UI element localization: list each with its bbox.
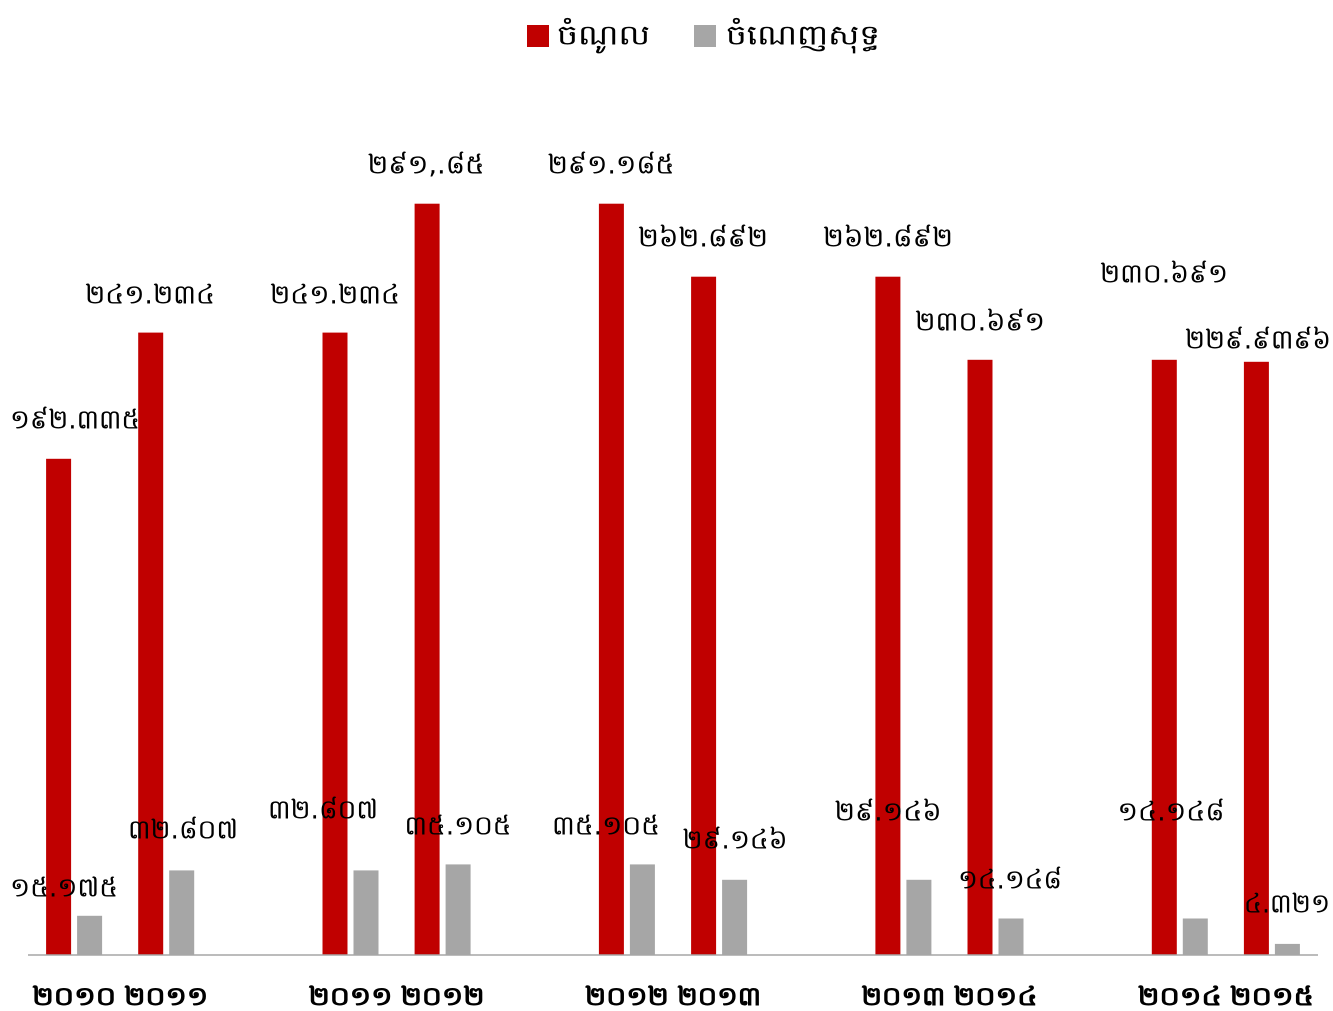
revenue-data-label-6: ២៦២.៨៩២: [638, 223, 768, 254]
net-profit-bar-10: [1274, 943, 1300, 955]
x-tick-label-3: ២០១១: [309, 982, 393, 1011]
net-profit-data-label-3: ៣២.៨០៧: [268, 795, 378, 826]
revenue-data-label-3: ២៤១.២៣៤: [270, 280, 400, 311]
revenue-bar-4: [414, 203, 440, 955]
legend-swatch-revenue: [527, 25, 549, 47]
revenue-bar-5: [598, 203, 624, 955]
net-profit-bar-2: [169, 870, 195, 955]
x-tick-label-7: ២០១៣: [861, 982, 945, 1011]
x-tick-label-2: ២០១១: [124, 982, 208, 1011]
net-profit-data-label-10: ៤.៣២១: [1244, 889, 1330, 920]
revenue-data-label-7: ២៦២.៨៩២: [823, 223, 953, 254]
net-profit-data-label-4: ៣៥.១០៥: [405, 811, 512, 842]
x-tick-label-4: ២០១២: [401, 982, 485, 1011]
revenue-bar-1: [46, 458, 72, 955]
legend-label-net-profit: ចំណេញសុទ្ធ: [726, 18, 880, 54]
net-profit-bar-7: [906, 879, 932, 955]
legend-swatch-net-profit: [694, 25, 716, 47]
x-tick-label-9: ២០១៤: [1138, 982, 1222, 1011]
net-profit-data-label-6: ២៩.១៤៦: [683, 825, 788, 856]
revenue-data-label-4: ២៩១,.៨៥: [368, 150, 485, 181]
net-profit-data-label-7: ២៩.១៤៦: [835, 797, 942, 828]
net-profit-bar-9: [1182, 918, 1208, 955]
revenue-data-label-9: ២៣០.៦៩១: [1100, 259, 1228, 290]
net-profit-data-label-8: ១៤.១៤៨: [958, 865, 1062, 896]
net-profit-bar-1: [77, 915, 103, 955]
net-profit-data-label-5: ៣៥.១០៥: [552, 811, 660, 842]
x-tick-label-5: ២០១២: [585, 982, 669, 1011]
net-profit-bar-3: [353, 870, 379, 955]
revenue-data-label-1: ១៩២.៣៣៥: [10, 405, 140, 436]
revenue-bar-10: [1243, 361, 1269, 955]
x-tick-label-1: ២០១០: [32, 982, 116, 1011]
revenue-bar-9: [1151, 359, 1177, 955]
net-profit-data-label-1: ១៥.១៧៥: [10, 873, 118, 904]
x-tick-label-10: ២០១៥: [1230, 982, 1314, 1011]
revenue-data-label-8: ២៣០.៦៩១: [915, 307, 1045, 338]
net-profit-bar-6: [722, 879, 748, 955]
revenue-bar-8: [967, 359, 993, 955]
x-tick-label-8: ២០១៤: [954, 982, 1038, 1011]
revenue-data-label-5: ២៩១.១៨៥: [548, 150, 675, 181]
legend-item-net-profit: ចំណេញសុទ្ធ: [694, 18, 880, 54]
legend-label-revenue: ចំណូល: [557, 18, 650, 54]
revenue-bar-6: [691, 276, 717, 955]
revenue-data-label-2: ២៤១.២៣៤: [85, 280, 215, 311]
revenue-data-label-10: ២២៩.៩៣៩៦: [1185, 325, 1331, 356]
legend-item-revenue: ចំណូល: [527, 18, 650, 54]
data-labels: ១៩២.៣៣៥ ២៤១.២៣៤ ២៤១.២៣៤ ២៩១,.៨៥ ២៩១.១៨៥២៦២.៨…: [10, 150, 1331, 920]
net-profit-data-label-2: ៣២.៨០៧: [128, 815, 238, 846]
x-tick-label-6: ២០១៣: [677, 982, 761, 1011]
revenue-bar-3: [322, 332, 348, 956]
bar-series: [46, 203, 1300, 956]
revenue-bar-2: [138, 332, 164, 956]
net-profit-data-label-9: ១៤.១៤៨: [1118, 797, 1225, 828]
net-profit-bar-5: [629, 864, 655, 955]
net-profit-bar-8: [998, 918, 1024, 955]
net-profit-bar-4: [445, 864, 471, 955]
revenue-bar-7: [875, 276, 901, 955]
chart-legend: ចំណូល ចំណេញសុទ្ធ: [527, 18, 880, 54]
x-axis-tick-labels: ២០១០ ២០១១ ២០១១ ២០១២ ២០១២ ២០១៣ ២០១៣ ២០១៤ ២០១៤ ២០១៥: [32, 982, 1314, 1011]
